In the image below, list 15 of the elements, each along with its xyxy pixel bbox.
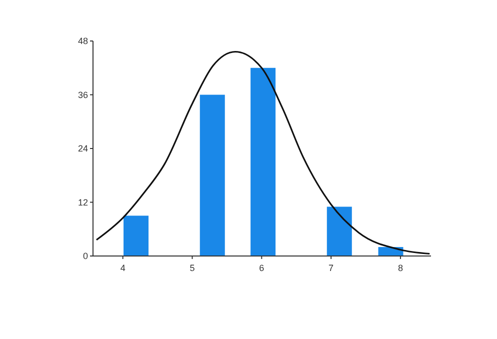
y-tick-label: 36	[78, 90, 88, 100]
y-tick-label: 12	[78, 197, 88, 208]
x-tick-label: 4	[120, 263, 126, 273]
bar	[326, 206, 352, 256]
line-series	[96, 50, 430, 255]
x-tick-label: 7	[328, 263, 334, 273]
bar	[124, 216, 149, 256]
x-tick-label: 6	[259, 263, 264, 273]
y-tick-label: 0	[82, 251, 88, 262]
bar	[200, 94, 225, 256]
x-tick-label: 8	[398, 263, 403, 273]
y-tick-label: 48	[78, 36, 88, 46]
y-tick-label: 24	[78, 144, 88, 154]
bar	[250, 68, 276, 256]
x-tick-label: 5	[190, 263, 195, 273]
